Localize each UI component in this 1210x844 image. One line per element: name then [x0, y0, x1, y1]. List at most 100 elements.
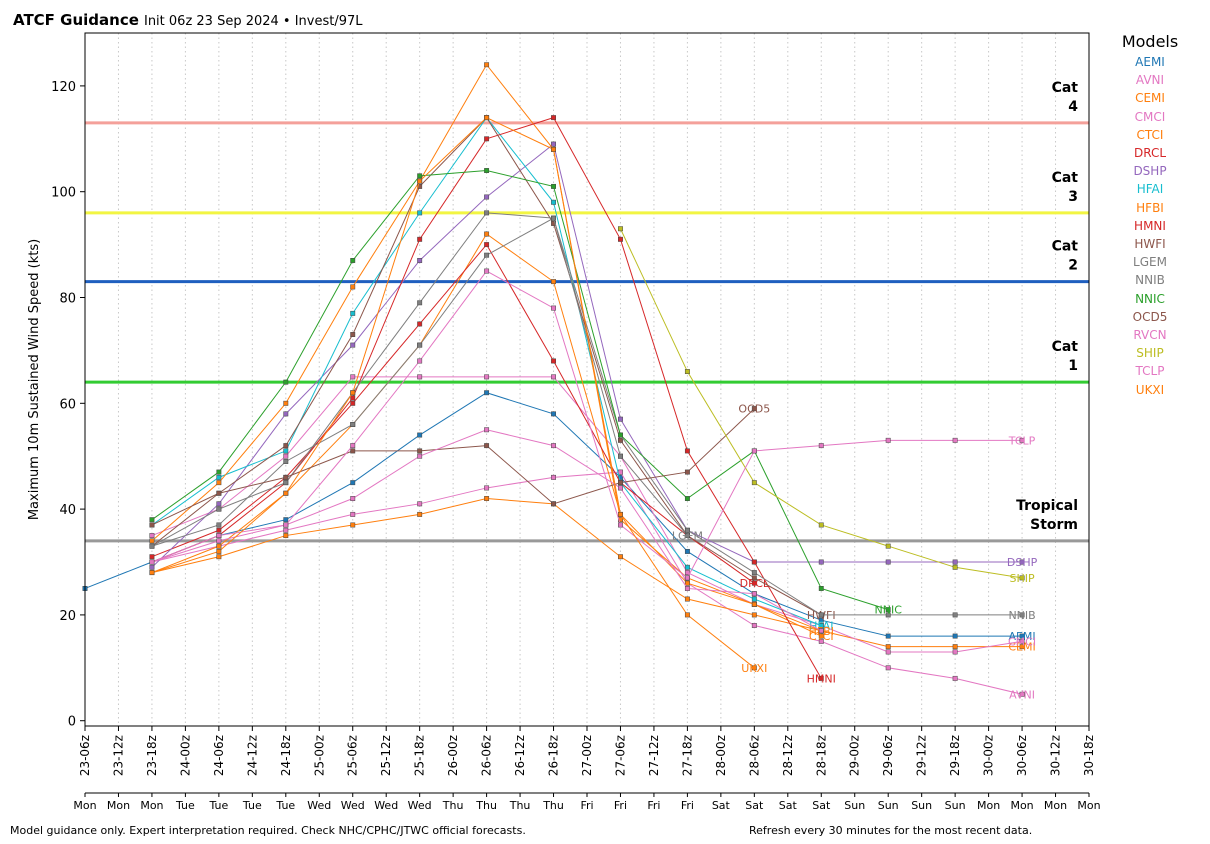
day-label: Mon [107, 799, 130, 812]
data-point [885, 644, 891, 650]
series-end-label: CMCI [1008, 635, 1036, 648]
series-end-label: HFAI [809, 619, 833, 632]
data-point [417, 501, 423, 507]
data-point [551, 115, 556, 121]
data-point [216, 522, 222, 528]
data-point [1019, 575, 1025, 581]
data-point [551, 220, 556, 226]
legend-item-cemi: CEMI [1135, 91, 1165, 106]
threshold-label: Cat 3 [1052, 170, 1079, 205]
day-label: Fri [614, 799, 627, 812]
series-line [151, 471, 1023, 695]
data-point [751, 623, 757, 628]
data-point [484, 168, 490, 173]
day-label: Tue [275, 799, 295, 812]
data-point [484, 427, 490, 433]
threshold-label: Cat 2 [1052, 239, 1079, 274]
data-point [885, 665, 891, 671]
x-tick-label: 28-12z [781, 735, 795, 776]
data-point [751, 406, 757, 412]
data-point [618, 511, 623, 517]
day-label: Mon [140, 799, 163, 812]
data-point [618, 474, 623, 480]
legend-item-hfai: HFAI [1136, 182, 1164, 197]
data-point [216, 548, 222, 554]
threshold-label: Tropical Storm [1016, 498, 1078, 533]
data-point [751, 448, 757, 454]
data-point [350, 332, 356, 337]
data-point [350, 496, 356, 501]
data-point [283, 411, 289, 417]
data-point [1019, 644, 1025, 650]
data-point [618, 226, 623, 232]
data-point [149, 533, 155, 539]
series-ocd5: OCD5 [149, 403, 770, 528]
day-label: Mon [1010, 799, 1033, 812]
series-end-label: AEMI [1008, 630, 1035, 643]
data-point [149, 559, 155, 565]
series-end-label: LGEM [672, 530, 703, 543]
data-point [350, 395, 356, 401]
data-point [818, 617, 824, 623]
data-point [484, 62, 490, 68]
data-point [751, 570, 757, 576]
data-point [551, 411, 556, 417]
x-tick-label: 25-00z [312, 735, 326, 776]
data-point [818, 638, 824, 644]
data-point [417, 183, 423, 189]
series-end-label: HMNI [807, 672, 836, 685]
data-point [885, 612, 891, 618]
legend-item-aemi: AEMI [1135, 55, 1165, 69]
data-point [751, 480, 757, 486]
x-tick-label: 29-06z [881, 735, 895, 776]
data-point [684, 469, 690, 475]
x-tick-label: 25-06z [346, 735, 360, 776]
data-point [818, 612, 824, 618]
data-point [149, 564, 155, 570]
x-tick-label: 26-06z [480, 735, 494, 776]
data-point [885, 543, 891, 549]
y-tick-label: 80 [59, 292, 76, 307]
data-point [952, 675, 958, 681]
data-point [484, 115, 490, 121]
data-point [350, 258, 356, 263]
y-tick-label: 120 [51, 80, 76, 95]
y-tick-label: 40 [59, 503, 76, 518]
data-point [551, 358, 556, 364]
data-point [1019, 638, 1025, 644]
data-point [618, 517, 623, 523]
data-point [952, 559, 958, 565]
data-point [350, 284, 356, 290]
series-group: AEMIAVNICEMICMCICTCIDRCLDSHPHFAIHFBIHMNI… [82, 62, 1038, 701]
series-drcl: DRCL [149, 242, 770, 590]
legend-item-ukxi: UKXI [1135, 382, 1165, 397]
data-point [751, 591, 757, 597]
data-point [885, 649, 891, 655]
x-tick-label: 29-00z [848, 735, 862, 776]
x-tick-label: 25-18z [413, 735, 427, 776]
y-axis: 0 20 40 60 80 100 120 Maximum 10m Sustained Win… [27, 80, 85, 730]
data-point [1019, 612, 1025, 618]
footer-disclaimer: Model guidance only. Expert interpretati… [10, 824, 526, 837]
x-tick-label: 30-00z [982, 735, 996, 776]
data-point [618, 480, 623, 486]
legend-item-ctci: CTCI [1136, 127, 1164, 142]
data-point [216, 506, 222, 512]
data-point [417, 432, 423, 438]
data-point [417, 258, 423, 263]
series-line [151, 170, 889, 611]
legend-item-ocd5: OCD5 [1132, 309, 1168, 324]
data-point [952, 649, 958, 655]
data-point [618, 453, 623, 459]
series-tclp: TCLP [149, 268, 1036, 581]
x-tick-label: 29-18z [948, 735, 962, 776]
data-point [350, 374, 356, 380]
data-point [216, 538, 222, 544]
data-point [417, 358, 423, 364]
data-point [283, 459, 289, 464]
data-point [818, 623, 824, 628]
day-label: Mon [1077, 799, 1100, 812]
data-point [417, 448, 423, 454]
data-point [684, 612, 690, 618]
